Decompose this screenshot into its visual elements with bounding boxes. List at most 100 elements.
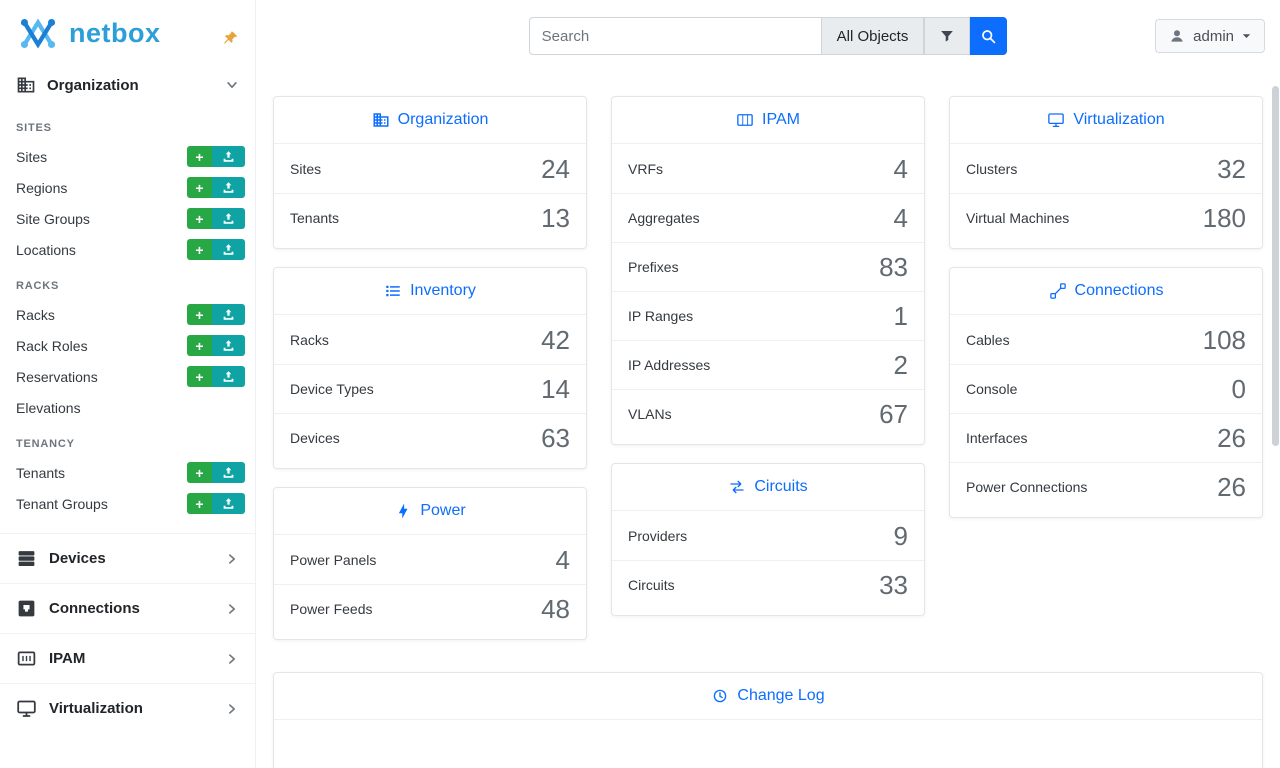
sidebar-group-label: IPAM	[49, 650, 86, 667]
counter-icon	[736, 111, 754, 129]
organization-card: Organization Sites 24 Tenants 13	[273, 96, 587, 249]
card-header-power[interactable]: Power	[274, 488, 586, 535]
search-button[interactable]	[970, 17, 1008, 55]
user-menu-button[interactable]: admin	[1155, 19, 1265, 53]
add-button[interactable]: +	[187, 493, 212, 514]
sidebar-item-tenants[interactable]: Tenants +	[0, 457, 255, 488]
sidebar-item-label[interactable]: Locations	[16, 241, 76, 258]
stat-link[interactable]: IP Ranges	[628, 308, 694, 324]
import-button[interactable]	[212, 177, 245, 198]
dashboard-column-1: Organization Sites 24 Tenants 13 Invento…	[273, 96, 587, 640]
stat-row: VRFs 4	[612, 144, 924, 193]
add-button[interactable]: +	[187, 239, 212, 260]
add-button[interactable]: +	[187, 335, 212, 356]
import-button[interactable]	[212, 208, 245, 229]
cable-icon	[1049, 282, 1067, 300]
sidebar-group-virtualization[interactable]: Virtualization	[0, 683, 255, 733]
sidebar-item-label[interactable]: Reservations	[16, 368, 98, 385]
sidebar-item-tenant-groups[interactable]: Tenant Groups +	[0, 488, 255, 519]
stat-link[interactable]: Racks	[290, 331, 329, 348]
stat-link[interactable]: Interfaces	[966, 430, 1028, 446]
sidebar-item-rack-roles[interactable]: Rack Roles +	[0, 330, 255, 361]
sidebar-item-label[interactable]: Tenant Groups	[16, 495, 108, 512]
import-button[interactable]	[212, 239, 245, 260]
stat-link[interactable]: Cables	[966, 331, 1010, 348]
stat-link[interactable]: Clusters	[966, 160, 1018, 177]
stat-link[interactable]: Power Feeds	[290, 601, 373, 617]
sidebar-item-reservations[interactable]: Reservations +	[0, 361, 255, 392]
add-button[interactable]: +	[187, 462, 212, 483]
stat-link[interactable]: VLANs	[628, 406, 672, 422]
stat-row: Aggregates 4	[612, 193, 924, 242]
sidebar-item-label[interactable]: Tenants	[16, 464, 66, 481]
sidebar-item-sites[interactable]: Sites +	[0, 141, 255, 172]
stat-value: 26	[1217, 423, 1246, 453]
stat-link[interactable]: Console	[966, 381, 1018, 397]
card-header-inventory[interactable]: Inventory	[274, 268, 586, 315]
stat-link[interactable]: Tenants	[290, 210, 340, 226]
sidebar-item-elevations[interactable]: Elevations	[0, 392, 255, 423]
chevron-right-icon	[225, 552, 239, 566]
import-icon	[223, 182, 234, 193]
card-header-connections[interactable]: Connections	[950, 268, 1262, 315]
filter-button[interactable]	[924, 17, 971, 55]
import-button[interactable]	[212, 304, 245, 325]
import-button[interactable]	[212, 462, 245, 483]
add-button[interactable]: +	[187, 208, 212, 229]
sidebar-group-label: Organization	[47, 76, 139, 94]
add-button[interactable]: +	[187, 177, 212, 198]
stat-link[interactable]: Power Panels	[290, 551, 377, 568]
import-button[interactable]	[212, 366, 245, 387]
add-button[interactable]: +	[187, 146, 212, 167]
stat-link[interactable]: Virtual Machines	[966, 210, 1070, 226]
stat-link[interactable]: Devices	[290, 430, 340, 446]
search-input[interactable]	[528, 17, 822, 55]
stat-link[interactable]: VRFs	[628, 160, 663, 177]
caret-down-icon	[1242, 34, 1251, 38]
card-header-changelog[interactable]: Change Log	[274, 673, 1262, 720]
stat-link[interactable]: Aggregates	[628, 210, 700, 226]
stat-row: Circuits 33	[612, 560, 924, 609]
sidebar-group-connections[interactable]: Connections	[0, 583, 255, 633]
sidebar-group-ipam[interactable]: IPAM	[0, 633, 255, 683]
add-button[interactable]: +	[187, 304, 212, 325]
stat-value: 42	[541, 324, 570, 355]
import-button[interactable]	[212, 493, 245, 514]
sidebar-item-label[interactable]: Racks	[16, 306, 55, 323]
changelog-card: Change Log	[273, 672, 1263, 768]
add-button[interactable]: +	[187, 366, 212, 387]
card-header-circuits[interactable]: Circuits	[612, 464, 924, 511]
sidebar-group-devices[interactable]: Devices	[0, 533, 255, 583]
chevron-right-icon	[225, 602, 239, 616]
sidebar-item-locations[interactable]: Locations +	[0, 234, 255, 265]
stat-link[interactable]: IP Addresses	[628, 357, 711, 373]
import-button[interactable]	[212, 335, 245, 356]
stat-link[interactable]: Circuits	[628, 577, 675, 593]
object-type-dropdown[interactable]: All Objects	[821, 17, 925, 55]
sidebar-group-organization[interactable]: Organization	[0, 63, 255, 107]
sidebar-item-label[interactable]: Site Groups	[16, 210, 90, 227]
card-header-virtualization[interactable]: Virtualization	[950, 97, 1262, 144]
card-header-ipam[interactable]: IPAM	[612, 97, 924, 144]
stat-link[interactable]: Providers	[628, 527, 688, 544]
pin-sidebar-icon[interactable]	[222, 30, 239, 47]
sidebar-item-label[interactable]: Sites	[16, 148, 48, 165]
stat-link[interactable]: Power Connections	[966, 479, 1088, 495]
stat-link[interactable]: Prefixes	[628, 259, 679, 275]
stat-link[interactable]: Sites	[290, 160, 322, 177]
netbox-logo[interactable]: netbox	[16, 14, 161, 53]
brand-row: netbox	[0, 0, 255, 63]
import-button[interactable]	[212, 146, 245, 167]
sidebar-item-regions[interactable]: Regions +	[0, 172, 255, 203]
user-icon	[1171, 30, 1183, 42]
stat-value: 33	[879, 570, 908, 600]
sidebar-item-site-groups[interactable]: Site Groups +	[0, 203, 255, 234]
sidebar-item-label[interactable]: Regions	[16, 179, 68, 196]
card-header-organization[interactable]: Organization	[274, 97, 586, 144]
sidebar-item-racks[interactable]: Racks +	[0, 299, 255, 330]
port-icon	[16, 598, 37, 619]
page-scrollbar[interactable]	[1272, 86, 1279, 446]
stat-link[interactable]: Device Types	[290, 381, 374, 397]
sidebar-item-label[interactable]: Elevations	[16, 399, 81, 416]
sidebar-item-label[interactable]: Rack Roles	[16, 337, 88, 354]
